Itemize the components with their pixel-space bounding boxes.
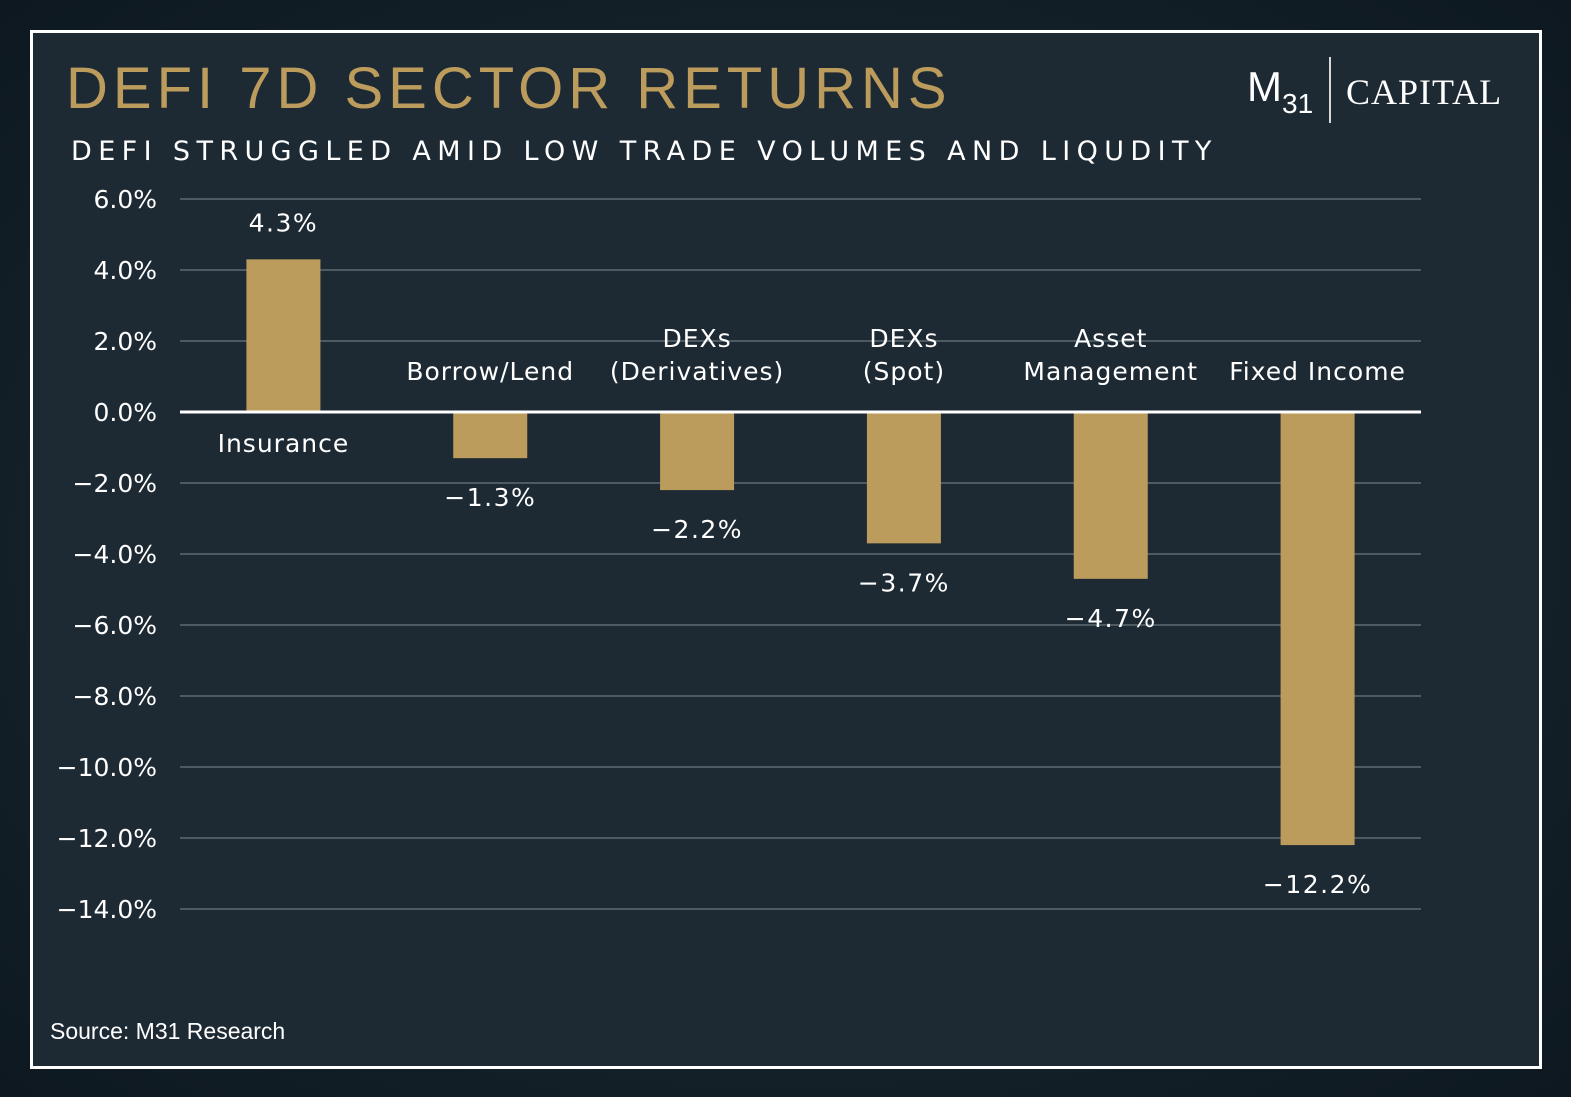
x-category-label: (Derivatives) — [610, 357, 784, 386]
data-label: −12.2% — [1263, 870, 1372, 899]
x-category-label: (Spot) — [863, 357, 945, 386]
logo-divider — [1329, 57, 1331, 123]
bar — [246, 259, 321, 412]
y-tick-label: 6.0% — [93, 185, 157, 214]
logo-m31: M31 — [1247, 63, 1313, 119]
data-label: −3.7% — [858, 568, 950, 597]
y-tick-label: −10.0% — [57, 753, 157, 782]
chart-title: DEFI 7D SECTOR RETURNS — [66, 56, 952, 121]
x-category-label: DEXs — [662, 324, 731, 353]
y-tick-label: 4.0% — [93, 256, 157, 285]
data-label: 4.3% — [249, 208, 319, 237]
m31-capital-logo: M31 CAPITAL — [1243, 55, 1513, 125]
x-category-label: Borrow/Lend — [406, 357, 574, 386]
x-category-label: Asset — [1074, 324, 1147, 353]
y-tick-label: 0.0% — [93, 398, 157, 427]
data-label: −1.3% — [444, 483, 536, 512]
x-category-label: Insurance — [218, 429, 350, 458]
x-category-label: Fixed Income — [1229, 357, 1406, 386]
data-label: −4.7% — [1065, 604, 1157, 633]
bar — [660, 412, 735, 491]
y-tick-label: −8.0% — [73, 682, 157, 711]
x-category-label: DEXs — [869, 324, 938, 353]
y-tick-label: −6.0% — [73, 611, 157, 640]
chart-subtitle: DEFI STRUGGLED AMID LOW TRADE VOLUMES AN… — [71, 136, 1218, 167]
bar — [1280, 412, 1355, 846]
bar — [453, 412, 528, 459]
bar — [866, 412, 941, 544]
y-tick-label: −12.0% — [57, 824, 157, 853]
y-tick-label: −14.0% — [57, 895, 157, 924]
bar — [1073, 412, 1148, 579]
logo-capital: CAPITAL — [1346, 72, 1503, 112]
logo-m-letter: M — [1247, 63, 1282, 110]
y-tick-label: −2.0% — [73, 469, 157, 498]
y-tick-label: 2.0% — [93, 327, 157, 356]
logo-subscript: 31 — [1282, 88, 1314, 119]
y-tick-label: −4.0% — [73, 540, 157, 569]
source-note: Source: M31 Research — [50, 1018, 286, 1044]
x-category-label: Management — [1023, 357, 1198, 386]
data-label: −2.2% — [651, 515, 743, 544]
